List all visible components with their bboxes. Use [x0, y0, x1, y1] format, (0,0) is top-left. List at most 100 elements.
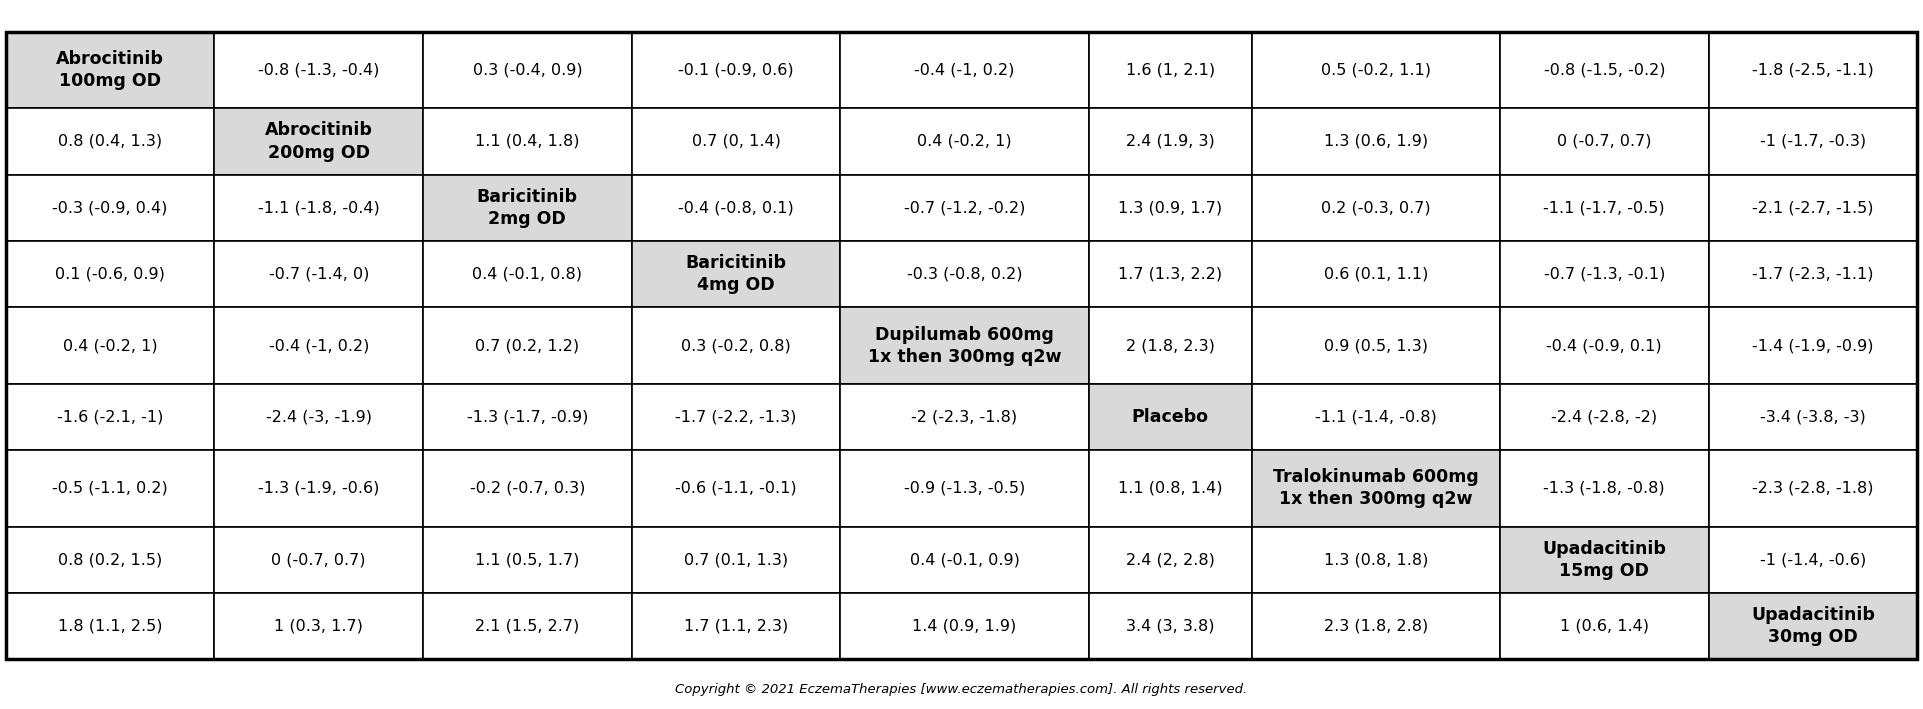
Bar [840, 308, 1088, 384]
Text: -0.6 (-1.1, -0.1): -0.6 (-1.1, -0.1) [675, 481, 796, 496]
Bar [1500, 593, 1710, 659]
Text: 0 (-0.7, 0.7): 0 (-0.7, 0.7) [271, 552, 365, 567]
Bar [631, 32, 840, 108]
Bar [1252, 384, 1500, 450]
Bar [1710, 32, 1917, 108]
Bar [1088, 241, 1252, 308]
Bar [1252, 174, 1500, 241]
Text: Abrocitinib
100mg OD: Abrocitinib 100mg OD [56, 50, 163, 90]
Bar [1088, 108, 1252, 174]
Text: 0.4 (-0.1, 0.8): 0.4 (-0.1, 0.8) [473, 267, 583, 281]
Text: Tralokinumab 600mg
1x then 300mg q2w: Tralokinumab 600mg 1x then 300mg q2w [1273, 468, 1479, 508]
Text: 1.3 (0.6, 1.9): 1.3 (0.6, 1.9) [1323, 134, 1429, 149]
Text: -1.8 (-2.5, -1.1): -1.8 (-2.5, -1.1) [1752, 62, 1873, 77]
Text: 1.6 (1, 2.1): 1.6 (1, 2.1) [1125, 62, 1215, 77]
Bar [1252, 32, 1500, 108]
Text: Copyright © 2021 EczemaTherapies [www.eczematherapies.com]. All rights reserved.: Copyright © 2021 EczemaTherapies [www.ec… [675, 683, 1248, 696]
Text: -1.7 (-2.2, -1.3): -1.7 (-2.2, -1.3) [675, 410, 796, 425]
Text: -0.8 (-1.5, -0.2): -0.8 (-1.5, -0.2) [1544, 62, 1665, 77]
Text: Baricitinib
4mg OD: Baricitinib 4mg OD [685, 254, 787, 294]
Text: 0.4 (-0.1, 0.9): 0.4 (-0.1, 0.9) [910, 552, 1019, 567]
Text: -1 (-1.7, -0.3): -1 (-1.7, -0.3) [1760, 134, 1865, 149]
Bar [423, 384, 631, 450]
Bar [1710, 108, 1917, 174]
Bar [840, 174, 1088, 241]
Text: -2.3 (-2.8, -1.8): -2.3 (-2.8, -1.8) [1752, 481, 1873, 496]
Bar [631, 450, 840, 527]
Text: -1.3 (-1.8, -0.8): -1.3 (-1.8, -0.8) [1544, 481, 1665, 496]
Text: 1.7 (1.1, 2.3): 1.7 (1.1, 2.3) [685, 619, 788, 634]
Bar [1500, 384, 1710, 450]
Text: -0.2 (-0.7, 0.3): -0.2 (-0.7, 0.3) [469, 481, 585, 496]
Bar [1500, 32, 1710, 108]
Text: 1.8 (1.1, 2.5): 1.8 (1.1, 2.5) [58, 619, 162, 634]
Bar [1252, 241, 1500, 308]
Text: -2.4 (-2.8, -2): -2.4 (-2.8, -2) [1552, 410, 1658, 425]
Bar [840, 32, 1088, 108]
Text: -0.7 (-1.2, -0.2): -0.7 (-1.2, -0.2) [904, 201, 1025, 216]
Text: -0.3 (-0.9, 0.4): -0.3 (-0.9, 0.4) [52, 201, 167, 216]
Bar [423, 108, 631, 174]
Text: -0.3 (-0.8, 0.2): -0.3 (-0.8, 0.2) [908, 267, 1023, 281]
Text: -1.4 (-1.9, -0.9): -1.4 (-1.9, -0.9) [1752, 338, 1873, 353]
Bar [1500, 308, 1710, 384]
Text: -3.4 (-3.8, -3): -3.4 (-3.8, -3) [1760, 410, 1865, 425]
Text: -1.3 (-1.9, -0.6): -1.3 (-1.9, -0.6) [258, 481, 379, 496]
Text: 0.7 (0.2, 1.2): 0.7 (0.2, 1.2) [475, 338, 579, 353]
Bar [6, 32, 213, 108]
Bar [213, 593, 423, 659]
Text: 0.4 (-0.2, 1): 0.4 (-0.2, 1) [63, 338, 158, 353]
Text: 0.1 (-0.6, 0.9): 0.1 (-0.6, 0.9) [56, 267, 165, 281]
Bar [631, 174, 840, 241]
Bar [1088, 593, 1252, 659]
Bar [1710, 308, 1917, 384]
Bar [1500, 241, 1710, 308]
Bar [1500, 527, 1710, 593]
Text: 0.3 (-0.2, 0.8): 0.3 (-0.2, 0.8) [681, 338, 790, 353]
Bar [213, 108, 423, 174]
Bar [1252, 527, 1500, 593]
Bar [423, 527, 631, 593]
Text: 1 (0.6, 1.4): 1 (0.6, 1.4) [1560, 619, 1648, 634]
Text: 0.2 (-0.3, 0.7): 0.2 (-0.3, 0.7) [1321, 201, 1431, 216]
Text: -1.3 (-1.7, -0.9): -1.3 (-1.7, -0.9) [467, 410, 588, 425]
Text: 2.1 (1.5, 2.7): 2.1 (1.5, 2.7) [475, 619, 579, 634]
Bar [213, 241, 423, 308]
Text: 2 (1.8, 2.3): 2 (1.8, 2.3) [1125, 338, 1215, 353]
Text: -2.1 (-2.7, -1.5): -2.1 (-2.7, -1.5) [1752, 201, 1873, 216]
Bar [840, 593, 1088, 659]
Text: 1.4 (0.9, 1.9): 1.4 (0.9, 1.9) [912, 619, 1017, 634]
Bar [1710, 450, 1917, 527]
Text: 0.7 (0, 1.4): 0.7 (0, 1.4) [692, 134, 781, 149]
Bar [213, 174, 423, 241]
Text: -1 (-1.4, -0.6): -1 (-1.4, -0.6) [1760, 552, 1865, 567]
Bar [6, 527, 213, 593]
Text: Dupilumab 600mg
1x then 300mg q2w: Dupilumab 600mg 1x then 300mg q2w [867, 325, 1061, 366]
Bar [423, 450, 631, 527]
Text: -0.4 (-0.8, 0.1): -0.4 (-0.8, 0.1) [679, 201, 794, 216]
Bar [631, 108, 840, 174]
Bar [1088, 174, 1252, 241]
Text: -1.1 (-1.7, -0.5): -1.1 (-1.7, -0.5) [1544, 201, 1665, 216]
Bar [1500, 108, 1710, 174]
Bar [423, 241, 631, 308]
Text: -0.1 (-0.9, 0.6): -0.1 (-0.9, 0.6) [679, 62, 794, 77]
Text: -1.1 (-1.8, -0.4): -1.1 (-1.8, -0.4) [258, 201, 379, 216]
Bar [213, 450, 423, 527]
Bar [6, 174, 213, 241]
Text: 0.4 (-0.2, 1): 0.4 (-0.2, 1) [917, 134, 1011, 149]
Text: Abrocitinib
200mg OD: Abrocitinib 200mg OD [265, 121, 373, 162]
Bar [6, 384, 213, 450]
Bar [6, 108, 213, 174]
Text: 0.3 (-0.4, 0.9): 0.3 (-0.4, 0.9) [473, 62, 583, 77]
Bar [213, 527, 423, 593]
Text: Placebo: Placebo [1131, 408, 1210, 426]
Bar [1088, 527, 1252, 593]
Bar [1252, 108, 1500, 174]
Bar [1500, 174, 1710, 241]
Bar [840, 527, 1088, 593]
Text: Upadacitinib
15mg OD: Upadacitinib 15mg OD [1542, 540, 1665, 580]
Bar [840, 241, 1088, 308]
Bar [6, 593, 213, 659]
Bar [423, 32, 631, 108]
